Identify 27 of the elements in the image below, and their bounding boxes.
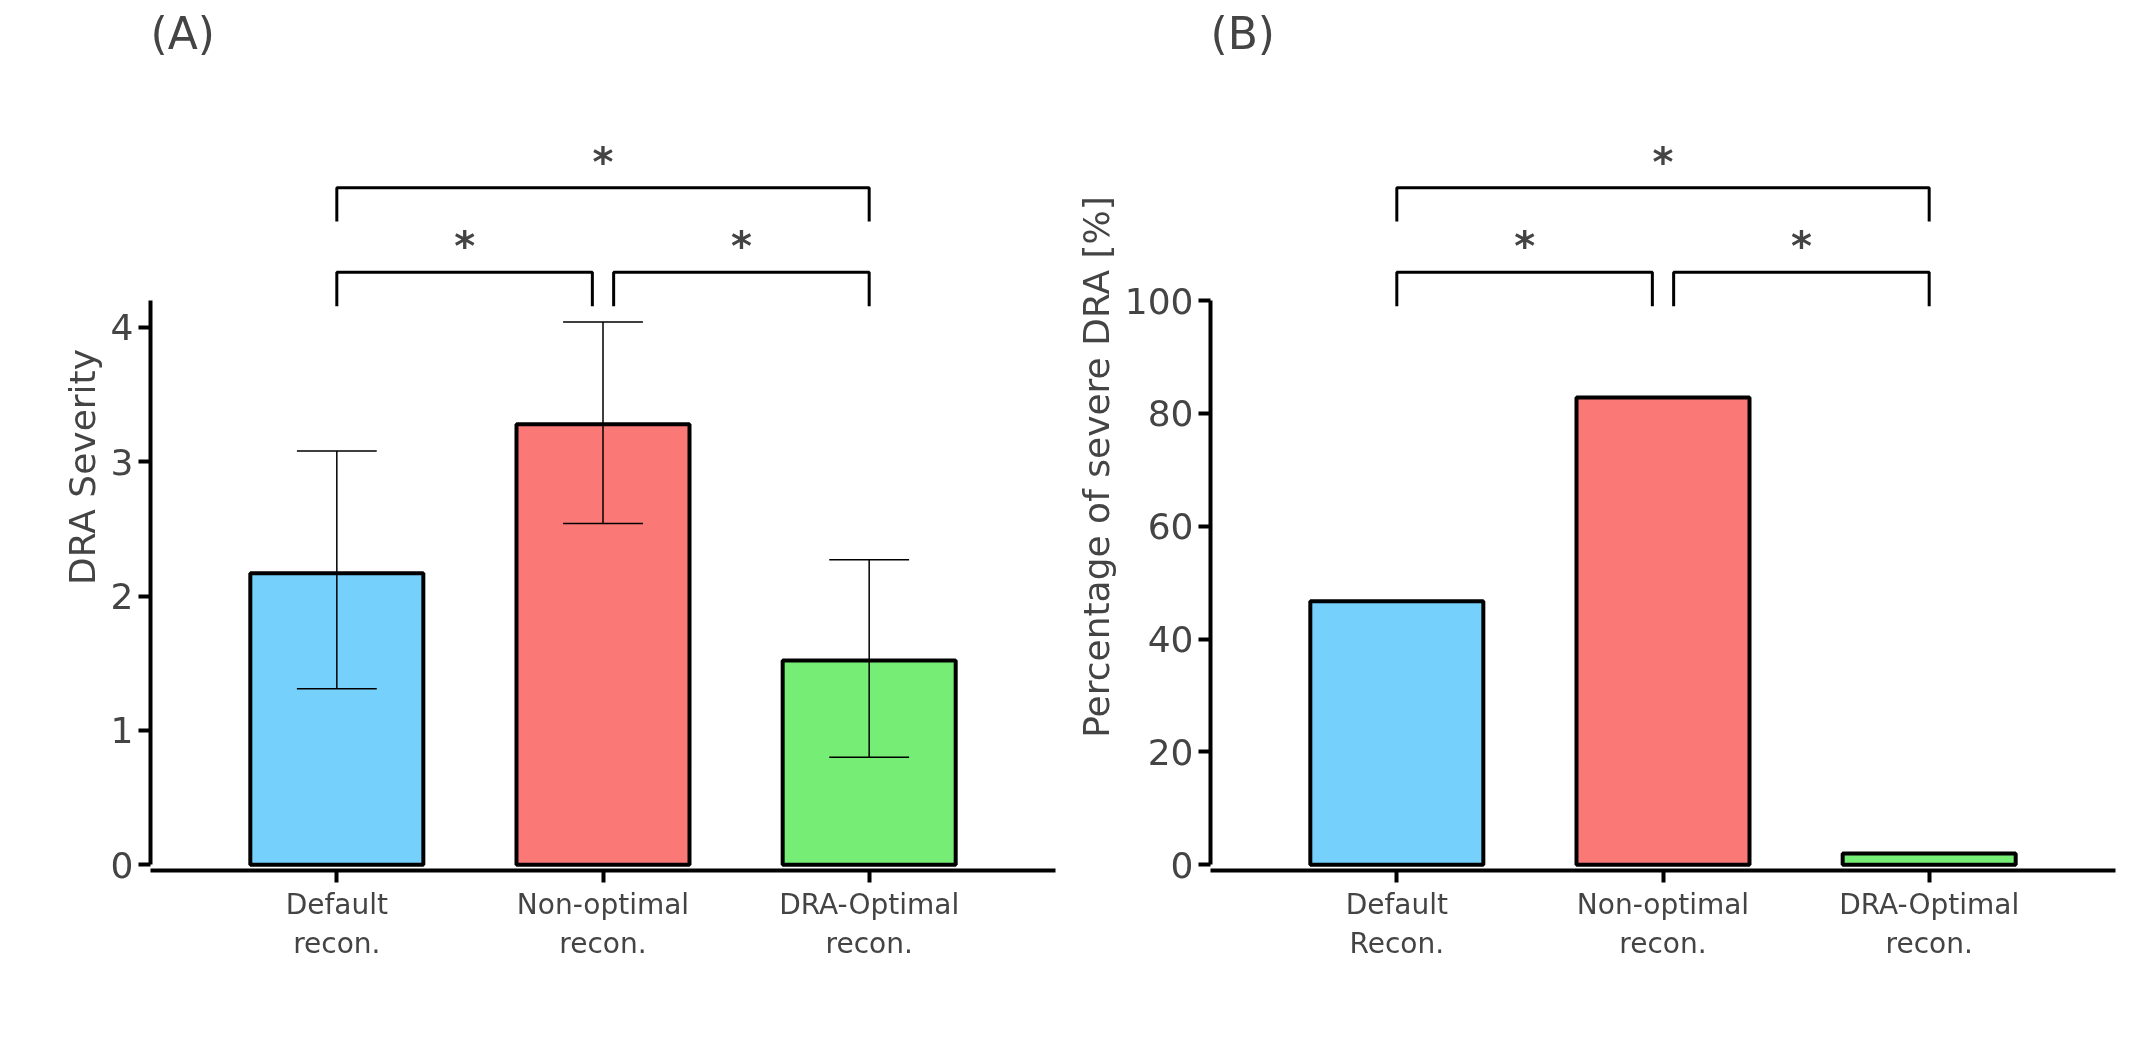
y-tick-label: 60: [1147, 506, 1194, 548]
text: *: [1514, 223, 1536, 270]
x-tick-label: Non-optimal recon.: [516, 887, 690, 961]
y-tick-label: 4: [110, 307, 134, 349]
y-tick-label: 20: [1147, 731, 1194, 773]
y-axis-title: DRA Severity: [61, 348, 103, 586]
y-tick-label: 3: [110, 441, 134, 483]
text: *: [592, 138, 614, 185]
x-tick-label: Non-optimal recon.: [1576, 887, 1750, 961]
y-tick-label: 1: [110, 710, 134, 752]
y-tick-label: 100: [1124, 280, 1194, 322]
chart-title: (A): [150, 7, 215, 59]
x-tick-label: Default recon.: [285, 887, 388, 961]
text: *: [730, 223, 752, 270]
x-tick-label: Default Recon.: [1345, 887, 1448, 961]
y-axis-title: Percentage of severe DRA [%]: [1075, 196, 1117, 738]
text: *: [454, 223, 476, 270]
text: *: [1790, 223, 1812, 270]
y-tick-label: 40: [1147, 619, 1194, 661]
x-tick-label: DRA-Optimal recon.: [1839, 887, 2020, 961]
chart-title: (B): [1210, 7, 1276, 59]
y-tick-label: 0: [110, 844, 134, 886]
y-tick-label: 80: [1147, 393, 1194, 435]
y-tick-label: 0: [1170, 844, 1194, 886]
x-tick-label: DRA-Optimal recon.: [779, 887, 960, 961]
text: *: [1652, 138, 1674, 185]
y-tick-label: 2: [110, 576, 134, 618]
